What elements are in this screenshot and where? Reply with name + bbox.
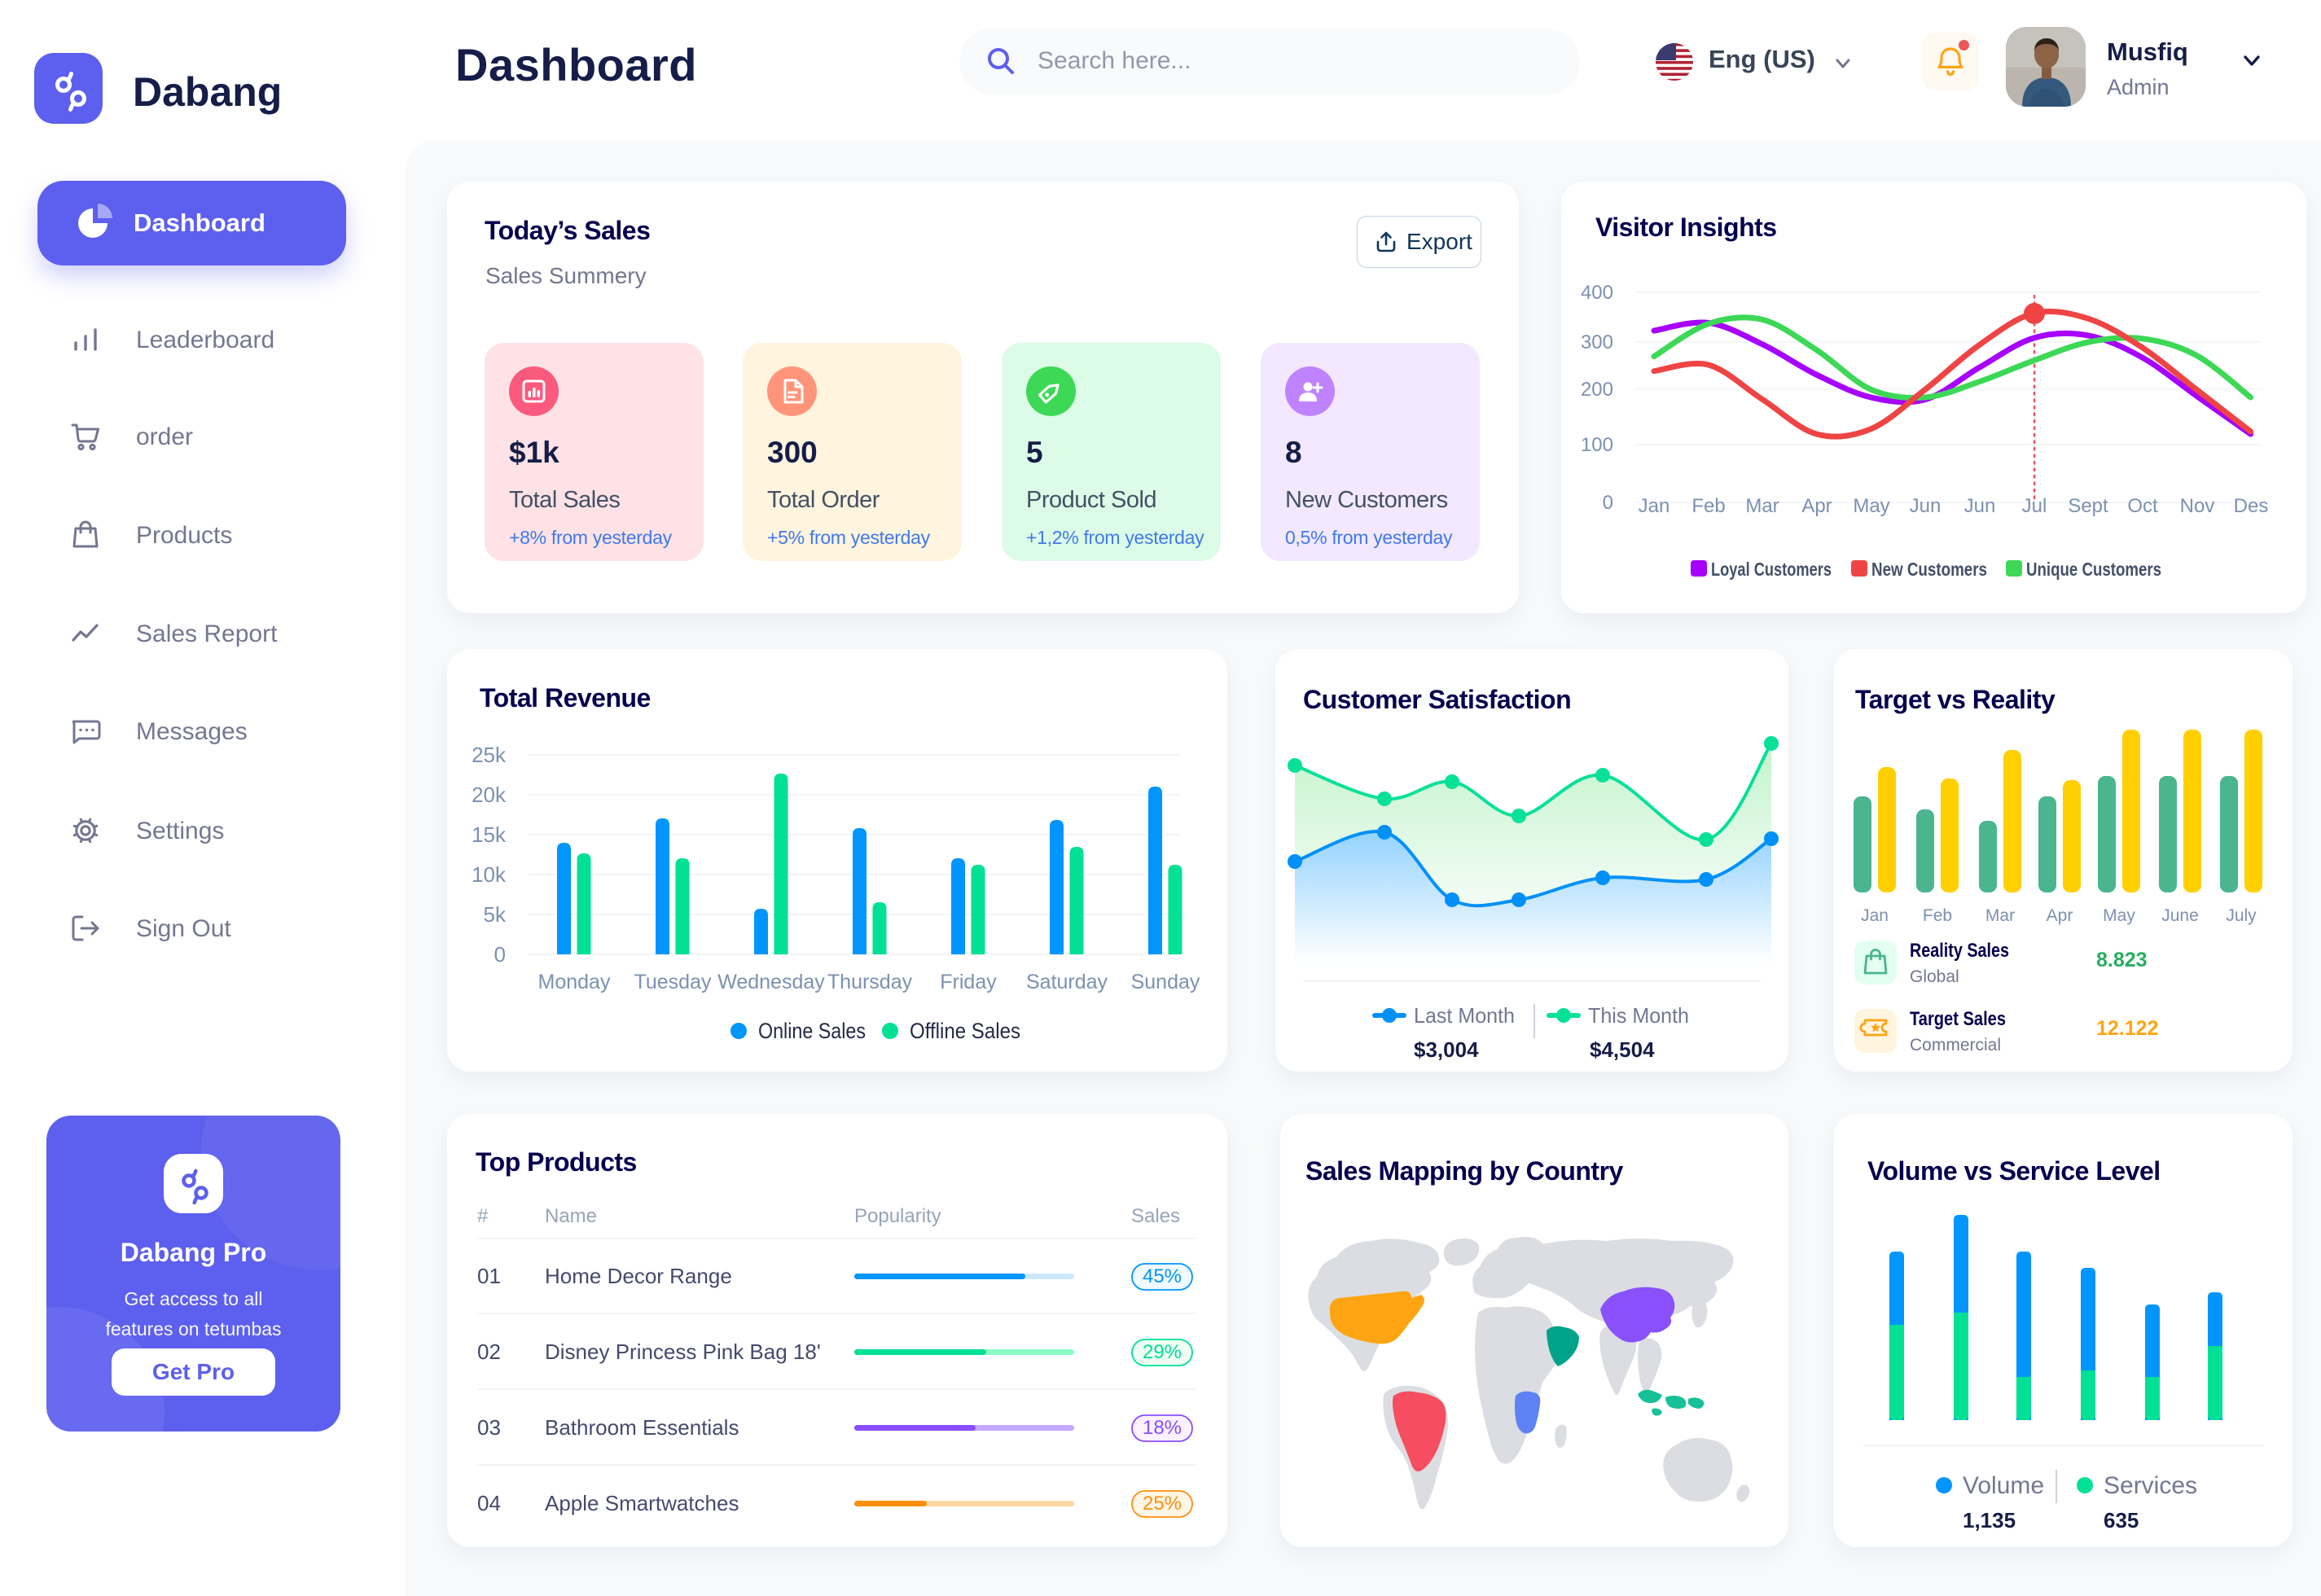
svg-text:July: July xyxy=(2226,906,2257,925)
svg-text:200: 200 xyxy=(1581,379,1613,401)
svg-text:5k: 5k xyxy=(484,902,507,927)
svg-text:Mar: Mar xyxy=(1985,906,2015,925)
svg-text:Services: Services xyxy=(2104,1472,2197,1499)
svg-text:15k: 15k xyxy=(472,822,507,847)
svg-text:29%: 29% xyxy=(1143,1341,1182,1363)
svg-text:This Month: This Month xyxy=(1588,1003,1689,1028)
svg-text:Jan: Jan xyxy=(1639,495,1670,517)
svg-text:Last Month: Last Month xyxy=(1414,1003,1515,1028)
svg-text:400: 400 xyxy=(1581,282,1613,304)
svg-text:Home Decor Range: Home Decor Range xyxy=(545,1264,732,1288)
svg-text:Tuesday: Tuesday xyxy=(634,971,712,993)
svg-text:Online Sales: Online Sales xyxy=(758,1019,866,1043)
svg-text:Reality Sales: Reality Sales xyxy=(1910,940,2009,962)
svg-text:Name: Name xyxy=(545,1205,597,1227)
svg-text:Apr: Apr xyxy=(1801,495,1832,517)
svg-text:Wednesday: Wednesday xyxy=(717,971,825,993)
svg-text:Apr: Apr xyxy=(2047,906,2073,925)
svg-text:Sept: Sept xyxy=(2068,495,2108,517)
svg-text:Disney Princess Pink Bag 18': Disney Princess Pink Bag 18' xyxy=(545,1340,821,1364)
svg-text:8.823: 8.823 xyxy=(2096,949,2148,971)
svg-text:May: May xyxy=(1853,495,1889,517)
svg-text:02: 02 xyxy=(477,1340,501,1364)
svg-text:20k: 20k xyxy=(472,783,507,807)
svg-text:Feb: Feb xyxy=(1923,906,1952,925)
svg-text:18%: 18% xyxy=(1143,1417,1182,1439)
svg-text:01: 01 xyxy=(477,1264,501,1288)
svg-text:Jun: Jun xyxy=(1910,495,1941,517)
svg-text:Des: Des xyxy=(2234,495,2269,517)
svg-text:0: 0 xyxy=(494,942,506,967)
svg-text:300: 300 xyxy=(1581,331,1613,353)
svg-text:$3,004: $3,004 xyxy=(1414,1037,1479,1062)
svg-text:03: 03 xyxy=(477,1415,501,1440)
svg-text:Sales: Sales xyxy=(1131,1205,1180,1227)
svg-text:New Customers: New Customers xyxy=(1871,559,1987,580)
svg-text:Friday: Friday xyxy=(940,971,997,993)
svg-text:10k: 10k xyxy=(472,862,507,887)
svg-text:June: June xyxy=(2161,906,2199,925)
svg-text:May: May xyxy=(2103,906,2135,925)
svg-text:$4,504: $4,504 xyxy=(1590,1037,1655,1062)
svg-text:Mar: Mar xyxy=(1745,495,1779,517)
svg-text:Loyal Customers: Loyal Customers xyxy=(1711,559,1832,580)
svg-text:Saturday: Saturday xyxy=(1026,971,1108,993)
svg-text:Offline Sales: Offline Sales xyxy=(910,1019,1020,1043)
svg-text:100: 100 xyxy=(1581,434,1613,456)
svg-text:Thursday: Thursday xyxy=(827,971,913,993)
svg-text:Commercial: Commercial xyxy=(1910,1036,2001,1054)
svg-text:Unique Customers: Unique Customers xyxy=(2026,559,2161,580)
svg-text:Jan: Jan xyxy=(1861,906,1889,925)
svg-text:#: # xyxy=(477,1205,489,1227)
svg-text:Oct: Oct xyxy=(2127,495,2158,517)
svg-text:Nov: Nov xyxy=(2180,495,2215,517)
svg-text:25k: 25k xyxy=(472,743,507,767)
svg-text:Bathroom Essentials: Bathroom Essentials xyxy=(545,1415,739,1440)
svg-text:Monday: Monday xyxy=(538,971,611,993)
svg-text:Global: Global xyxy=(1910,967,1959,986)
svg-text:Jun: Jun xyxy=(1964,495,1996,517)
svg-text:Target Sales: Target Sales xyxy=(1910,1008,2006,1030)
svg-text:Feb: Feb xyxy=(1691,495,1725,517)
svg-text:04: 04 xyxy=(477,1491,501,1515)
svg-text:635: 635 xyxy=(2104,1508,2139,1532)
svg-text:Volume: Volume xyxy=(1963,1472,2044,1499)
svg-text:12.122: 12.122 xyxy=(2096,1017,2158,1040)
svg-text:Popularity: Popularity xyxy=(854,1205,941,1227)
svg-text:Sunday: Sunday xyxy=(1131,971,1200,993)
svg-text:0: 0 xyxy=(1603,492,1613,514)
svg-text:1,135: 1,135 xyxy=(1963,1508,2016,1532)
svg-text:25%: 25% xyxy=(1143,1493,1182,1515)
svg-text:45%: 45% xyxy=(1143,1265,1182,1287)
svg-text:Apple Smartwatches: Apple Smartwatches xyxy=(545,1491,739,1515)
